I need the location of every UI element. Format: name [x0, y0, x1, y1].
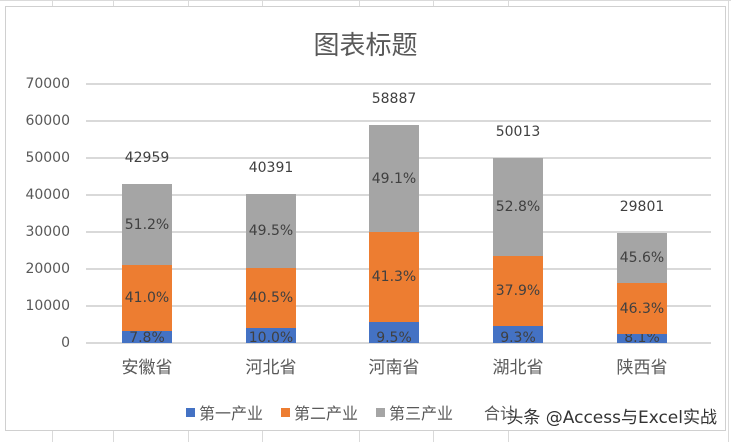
bar-segment[interactable]: 49.1%: [369, 125, 419, 233]
bar-segment[interactable]: 9.5%: [369, 322, 419, 346]
total-label: 42959: [124, 150, 170, 167]
legend-label: 合计: [484, 404, 517, 423]
data-label: 41.0%: [124, 290, 170, 306]
bar-segment[interactable]: 46.3%: [617, 283, 667, 335]
total-label: 40391: [248, 159, 294, 176]
data-label: 7.8%: [129, 329, 165, 346]
bar-segment[interactable]: 52.8%: [493, 157, 543, 256]
bar-segment[interactable]: 7.8%: [122, 330, 172, 346]
y-tick-label: 0: [61, 335, 70, 351]
gridline: [86, 120, 711, 122]
stacked-bar[interactable]: 8.1% 46.3% 45.6%: [617, 232, 667, 346]
data-label: 9.5%: [376, 329, 412, 346]
data-label: 10.0%: [248, 329, 294, 346]
y-tick-label: 70000: [25, 76, 70, 92]
gridline: [86, 83, 711, 85]
bar-segment[interactable]: 40.5%: [246, 267, 296, 329]
x-category-label: 河北省: [245, 358, 297, 378]
plot-area[interactable]: 0 10000 20000 30000 40000 50000 60000 70000 7.8%…: [6, 7, 725, 430]
legend-item[interactable]: 第一产业: [186, 400, 263, 424]
stacked-bar[interactable]: 7.8% 41.0% 51.2%: [122, 184, 172, 346]
stacked-bar[interactable]: 9.3% 37.9% 52.8%: [493, 157, 543, 346]
legend-swatch-icon: [376, 407, 386, 417]
legend-item[interactable]: 第三产业: [376, 400, 453, 424]
data-label: 9.3%: [500, 329, 536, 346]
gridline: [86, 342, 711, 344]
legend-label: 第三产业: [389, 404, 454, 423]
bar-segment[interactable]: 51.2%: [122, 184, 172, 266]
bar-segment[interactable]: 10.0%: [246, 328, 296, 346]
total-label: 50013: [495, 123, 541, 140]
y-tick-label: 50000: [25, 150, 70, 166]
chart-area[interactable]: 图表标题 0 10000 20000 30000 40000 50000 60000 7000…: [5, 6, 726, 431]
x-category-label: 安徽省: [121, 358, 173, 378]
y-tick-label: 20000: [25, 261, 70, 277]
stacked-bar[interactable]: 9.5% 41.3% 49.1%: [369, 125, 419, 346]
legend-item[interactable]: 第二产业: [281, 400, 358, 424]
legend-swatch-icon: [186, 407, 195, 417]
y-tick-label: 30000: [25, 224, 70, 240]
data-label: 41.3%: [371, 269, 417, 286]
bar-segment[interactable]: 49.5%: [246, 193, 296, 268]
legend-label: 第二产业: [294, 404, 359, 423]
bar-segment[interactable]: 41.3%: [369, 232, 419, 323]
data-label: 40.5%: [248, 289, 294, 306]
legend-swatch-icon: [281, 407, 291, 417]
stacked-bar[interactable]: 10.0% 40.5% 49.5%: [246, 193, 296, 346]
data-label: 37.9%: [495, 282, 541, 299]
y-tick-label: 60000: [25, 113, 70, 129]
legend-label: 第一产业: [199, 404, 264, 423]
bar-segment[interactable]: 8.1%: [617, 330, 667, 346]
x-category-label: 陕西省: [616, 358, 668, 378]
total-label: 58887: [371, 91, 417, 108]
legend-item[interactable]: 合计: [471, 400, 516, 424]
bar-segment[interactable]: 9.3%: [493, 325, 543, 346]
watermark: 头条 @Access与Excel实战: [506, 408, 717, 428]
x-category-label: 河南省: [368, 358, 420, 378]
y-tick-label: 40000: [25, 187, 70, 203]
bar-segment[interactable]: 37.9%: [493, 255, 543, 326]
data-label: 45.6%: [619, 249, 665, 266]
data-label: 49.5%: [248, 222, 294, 239]
total-label: 29801: [619, 198, 665, 215]
data-label: 52.8%: [495, 198, 541, 215]
legend[interactable]: 第一产业 第二产业 第三产业 合计: [186, 400, 516, 424]
bar-segment[interactable]: 45.6%: [617, 232, 667, 283]
bar-segment[interactable]: 41.0%: [122, 265, 172, 331]
data-label: 49.1%: [371, 170, 417, 187]
chart-title[interactable]: 图表标题: [313, 31, 418, 61]
x-category-label: 湖北省: [492, 358, 544, 378]
y-tick-label: 10000: [25, 298, 70, 314]
data-label: 46.3%: [619, 300, 665, 317]
data-label: 51.2%: [124, 216, 170, 233]
legend-swatch-icon: [471, 408, 480, 417]
